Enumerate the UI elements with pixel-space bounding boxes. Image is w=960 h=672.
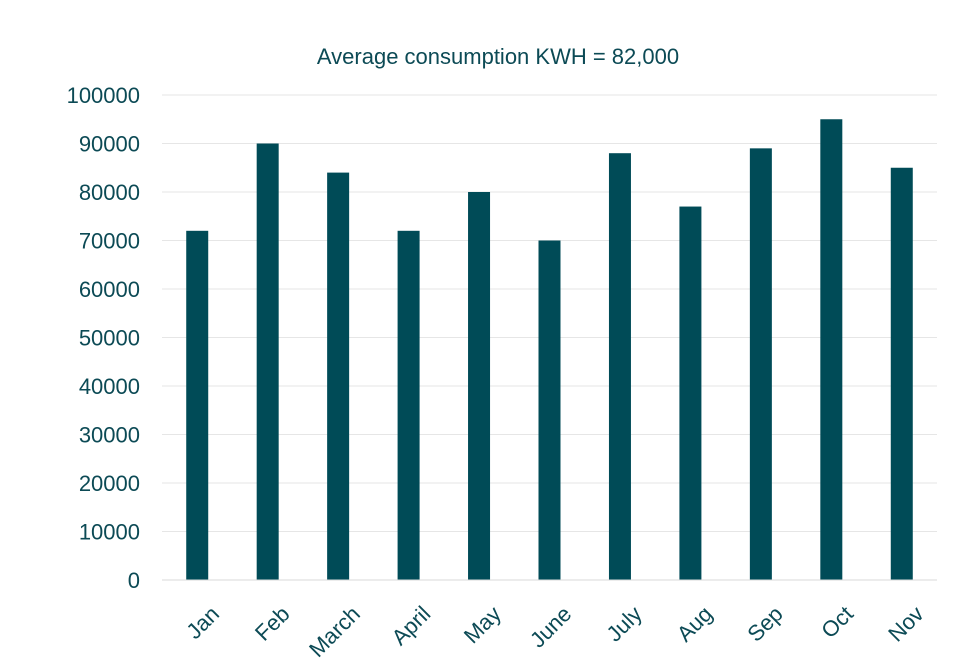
x-tick-label: Aug: [672, 601, 717, 646]
bar-oct: [820, 119, 843, 580]
bars: [186, 119, 913, 581]
x-tick-label: Feb: [250, 601, 294, 645]
bar-july: [608, 153, 631, 580]
y-tick-label: 100000: [67, 83, 140, 108]
chart-title: Average consumption KWH = 82,000: [317, 44, 679, 69]
x-tick-label: July: [601, 601, 646, 646]
bar-jan: [186, 230, 209, 581]
x-tick-label: Jan: [181, 601, 224, 644]
x-tick-label: April: [387, 601, 436, 650]
x-tick-label: Oct: [816, 601, 858, 643]
y-tick-label: 40000: [79, 374, 140, 399]
x-tick-label: June: [525, 601, 576, 652]
x-tick-label: May: [459, 601, 506, 648]
y-tick-label: 10000: [79, 520, 140, 545]
bar-march: [327, 172, 350, 580]
x-tick-label: Nov: [883, 601, 928, 646]
bar-feb: [256, 143, 279, 580]
y-tick-label: 20000: [79, 471, 140, 496]
bar-nov: [890, 167, 913, 580]
y-tick-label: 30000: [79, 423, 140, 448]
y-axis: 0 10000 20000 30000 40000 50000 60000 70000 8000…: [67, 83, 140, 593]
x-tick-label: Sep: [742, 601, 787, 646]
x-tick-label: March: [304, 601, 365, 662]
bar-may: [468, 192, 491, 580]
y-tick-label: 60000: [79, 277, 140, 302]
y-tick-label: 70000: [79, 229, 140, 254]
y-tick-label: 0: [128, 568, 140, 593]
x-axis: Jan Feb March April May June July Aug Sep Oct Nov: [162, 579, 937, 662]
bar-aug: [679, 206, 702, 581]
bar-june: [538, 240, 561, 580]
bar-april: [397, 230, 420, 581]
y-tick-label: 80000: [79, 180, 140, 205]
y-tick-label: 50000: [79, 326, 140, 351]
y-tick-label: 90000: [79, 132, 140, 157]
bar-sep: [749, 148, 772, 580]
